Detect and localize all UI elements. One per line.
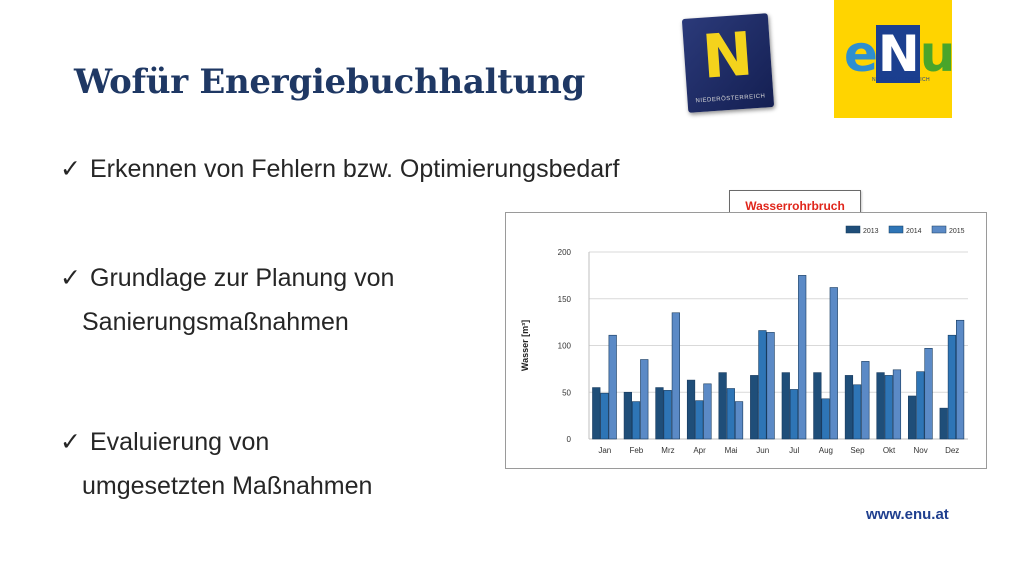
y-axis-label: Wasser [m³] [520,320,530,371]
bar-Mai-2013 [718,372,727,440]
x-tick-label: Aug [819,446,833,455]
enu-logo-wordmark: eNu [844,25,955,83]
bar-Dez-2014 [947,334,957,440]
noe-logo-subtitle: NIEDERÖSTERREICH [695,93,766,105]
bar-Aug-2014 [821,398,830,440]
check-icon: ✓ [60,155,81,183]
bar-Feb-2013 [623,391,632,440]
bar-Dez-2013 [939,407,948,440]
check-icon: ✓ [60,264,81,292]
bar-Okt-2013 [876,372,885,440]
bar-Mrz-2013 [655,387,664,440]
bar-Mrz-2015 [671,312,680,440]
bar-Feb-2015 [640,359,649,440]
bar-Sep-2015 [861,361,870,440]
bar-Jan-2015 [608,334,617,440]
bar-Nov-2014 [916,371,925,440]
bar-Jul-2014 [789,389,799,440]
x-tick-label: Feb [629,446,643,455]
bullet-item: ✓ Erkennen von Fehlern bzw. Optimierungsb… [60,147,619,191]
bar-Jul-2013 [781,372,790,440]
bar-Sep-2014 [853,384,862,440]
bar-Sep-2013 [844,375,854,440]
footer-url[interactable]: www.enu.at [866,506,949,523]
enu-logo: eNu NIEDERÖSTERREICH [834,0,955,118]
bullet-text: Grundlage zur Planung von [90,264,395,292]
x-tick-label: Nov [914,446,928,455]
bullet-item: ✓ Evaluierung von umgesetzten Maßnahmen [60,420,372,508]
legend-label: 2015 [949,228,965,235]
water-chart-svg: 0 50 100 150 200 Wasser [m³] Jan Feb Mrz Apr Mai Ju… [520,225,968,455]
y-tick-label: 0 [567,435,572,444]
bar-Jun-2015 [766,332,775,440]
y-tick-label: 100 [558,342,572,351]
x-tick-label: Okt [883,446,896,455]
noe-logo: N NIEDERÖSTERREICH [681,13,775,113]
bullet-text-continued: Sanierungsmaßnahmen [82,308,349,336]
y-tick-label: 200 [558,248,572,257]
bar-Apr-2013 [686,379,696,440]
noe-logo-letter: N [700,19,756,93]
legend-swatch [888,225,904,234]
y-tick-label: 50 [562,388,571,397]
bullet-text-continued: umgesetzten Maßnahmen [82,472,373,500]
bar-Mrz-2014 [663,390,672,440]
x-tick-label: Apr [693,446,706,455]
bar-Nov-2015 [924,348,933,440]
bullet-text: Erkennen von Fehlern bzw. Optimierungsbe… [90,155,620,183]
legend-swatch [931,225,947,234]
bar-Jan-2013 [592,387,601,440]
bar-Jun-2014 [758,330,767,440]
legend-swatch [845,225,861,234]
bar-Aug-2015 [829,287,838,440]
legend-label: 2013 [863,228,879,235]
bar-Okt-2014 [884,375,893,440]
x-tick-label: Mai [725,446,738,455]
x-tick-label: Jul [789,446,799,455]
bar-Apr-2014 [695,400,704,440]
x-tick-label: Mrz [661,446,674,455]
x-tick-label: Sep [850,446,865,455]
check-icon: ✓ [60,428,81,456]
slide-title: Wofür Energiebuchhaltung [74,62,585,102]
bar-Mai-2015 [734,401,744,440]
water-chart: 0 50 100 150 200 Wasser [m³] Jan Feb Mrz Apr Mai Ju… [505,212,987,469]
y-tick-label: 150 [558,295,572,304]
bar-Jan-2014 [600,392,609,440]
bullet-item: ✓ Grundlage zur Planung von Sanierungsmaß… [60,256,394,344]
bar-Okt-2015 [892,369,902,440]
bar-Nov-2013 [908,395,917,440]
bar-Mai-2014 [726,388,735,440]
bar-Dez-2015 [956,319,965,440]
bar-Jul-2015 [798,275,807,440]
x-tick-label: Dez [945,446,959,455]
enu-logo-subtitle: NIEDERÖSTERREICH [872,77,931,83]
legend-label: 2014 [906,228,922,235]
bar-Jun-2013 [750,375,759,440]
bar-Apr-2015 [703,383,712,440]
bar-Feb-2014 [631,401,641,440]
x-tick-label: Jun [756,446,769,455]
bullet-text: Evaluierung von [90,428,270,456]
x-tick-label: Jan [598,446,611,455]
bar-Aug-2013 [813,372,822,440]
